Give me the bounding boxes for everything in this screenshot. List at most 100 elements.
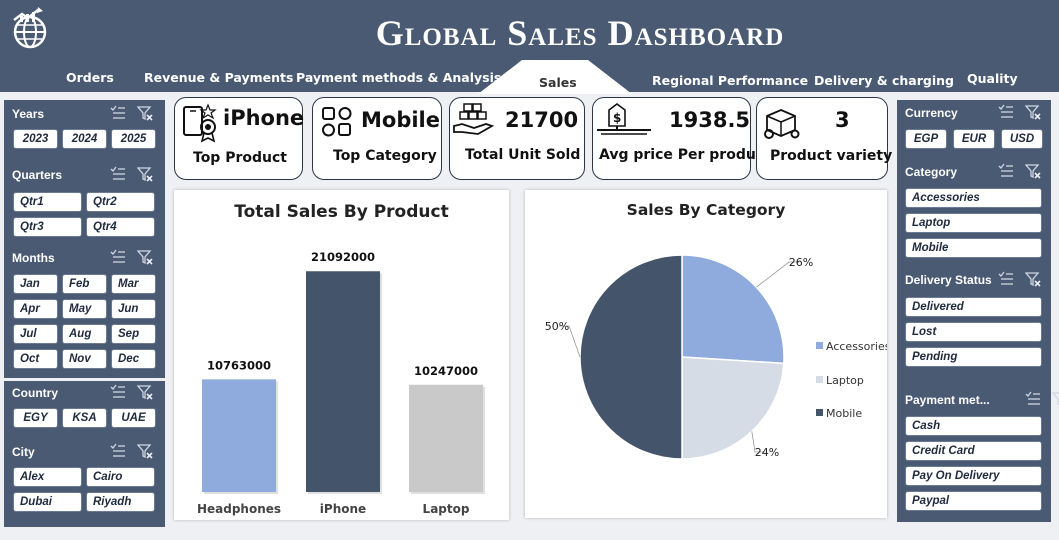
- kpi-product-variety-label: Product variety: [770, 148, 893, 164]
- tab-delivery-charging[interactable]: Delivery & charging: [814, 73, 954, 88]
- legend-label: Mobile: [826, 407, 862, 420]
- pie-slice-laptop[interactable]: [681, 356, 785, 460]
- slicer-item-city-alex[interactable]: Alex: [13, 467, 82, 487]
- slicer-item-delivery-status-delivered[interactable]: Delivered: [905, 297, 1042, 317]
- multi-select-icon[interactable]: [1025, 391, 1041, 407]
- slicer-item-years-2024[interactable]: 2024: [62, 129, 107, 149]
- pie-chart-title: Sales By Category: [626, 201, 786, 219]
- bar-laptop[interactable]: [409, 384, 483, 492]
- clear-filter-icon[interactable]: [137, 443, 153, 459]
- slicer-item-category-laptop[interactable]: Laptop: [905, 213, 1042, 233]
- svg-text:$: $: [613, 111, 621, 125]
- slicer-item-months-apr[interactable]: Apr: [13, 299, 58, 319]
- multi-select-icon[interactable]: [110, 249, 126, 265]
- header-bar: Global Sales Dashboard Orders Revenue & …: [0, 0, 1059, 94]
- kpi-product-variety: 3 Product variety: [756, 97, 892, 180]
- slicer-item-city-dubai[interactable]: Dubai: [13, 492, 82, 512]
- tab-orders[interactable]: Orders: [66, 70, 114, 85]
- clear-filter-icon[interactable]: [137, 249, 153, 265]
- multi-select-icon[interactable]: [998, 104, 1014, 120]
- multi-select-icon[interactable]: [110, 166, 126, 182]
- multi-select-icon[interactable]: [110, 105, 126, 121]
- slicer-item-quarters-qtr1[interactable]: Qtr1: [13, 192, 82, 212]
- slicer-item-category-accessories[interactable]: Accessories: [905, 188, 1042, 208]
- kpi-avg-price-label: Avg price Per product: [599, 147, 771, 163]
- slicer-item-delivery-status-lost[interactable]: Lost: [905, 322, 1042, 342]
- slicer-item-months-jul[interactable]: Jul: [13, 324, 58, 344]
- slicer-item-months-dec[interactable]: Dec: [111, 349, 156, 369]
- slicer-item-months-may[interactable]: May: [62, 299, 107, 319]
- pie-data-label: 50%: [545, 320, 569, 333]
- pie-slice-mobile[interactable]: [579, 254, 683, 460]
- slicer-item-payment-method-paypal[interactable]: Paypal: [905, 491, 1042, 511]
- tab-regional-performance[interactable]: Regional Performance: [652, 73, 809, 88]
- slicer-title-quarters: Quarters: [12, 168, 63, 182]
- slicer-item-quarters-qtr4[interactable]: Qtr4: [86, 217, 155, 237]
- price-scale-icon: $: [597, 103, 651, 135]
- slicer-title-country: Country: [12, 386, 58, 400]
- slicer-header-years: Years: [12, 105, 162, 123]
- slicer-item-payment-method-pay-on-delivery[interactable]: Pay On Delivery: [905, 466, 1042, 486]
- bar-chart: 10763000 Headphones 21092000 iPhone 10247000…: [197, 250, 485, 516]
- kpi-top-product-label: Top Product: [193, 150, 287, 166]
- slicer-item-currency-egp[interactable]: EGP: [905, 129, 947, 149]
- slicer-item-currency-eur[interactable]: EUR: [953, 129, 995, 149]
- bar-headphones[interactable]: [202, 379, 276, 492]
- active-tab-shape: [478, 60, 632, 94]
- slicer-item-months-jun[interactable]: Jun: [111, 299, 156, 319]
- slicer-item-country-egy[interactable]: EGY: [13, 408, 58, 428]
- legend-label: Accessories: [826, 340, 887, 353]
- multi-select-icon[interactable]: [110, 443, 126, 459]
- tab-bar: Orders Revenue & Payments Payment method…: [0, 64, 1059, 92]
- slicer-item-quarters-qtr2[interactable]: Qtr2: [86, 192, 155, 212]
- tab-revenue-payments[interactable]: Revenue & Payments: [144, 70, 294, 85]
- clear-filter-icon[interactable]: [1025, 271, 1041, 287]
- clear-filter-icon[interactable]: [137, 384, 153, 400]
- slicer-item-months-feb[interactable]: Feb: [62, 274, 107, 294]
- slicer-item-currency-usd[interactable]: USD: [1001, 129, 1043, 149]
- slicer-item-category-mobile[interactable]: Mobile: [905, 238, 1042, 258]
- slicer-item-delivery-status-pending[interactable]: Pending: [905, 347, 1042, 367]
- slicer-title-years: Years: [12, 107, 45, 121]
- slicer-item-months-oct[interactable]: Oct: [13, 349, 58, 369]
- slicer-header-city: City: [12, 443, 162, 461]
- bar-data-label: 21092000: [311, 250, 375, 264]
- legend-label: Laptop: [826, 374, 864, 387]
- multi-select-icon[interactable]: [998, 163, 1014, 179]
- slicer-item-city-riyadh[interactable]: Riyadh: [86, 492, 155, 512]
- tab-payment-methods[interactable]: Payment methods & Analysis: [296, 70, 502, 85]
- clear-filter-icon[interactable]: [137, 105, 153, 121]
- tab-sales[interactable]: Sales: [539, 75, 577, 90]
- pie-leader-line: [756, 261, 799, 288]
- slicer-item-payment-method-credit-card[interactable]: Credit Card: [905, 441, 1042, 461]
- slicer-item-years-2023[interactable]: 2023: [13, 129, 58, 149]
- slicer-item-years-2025[interactable]: 2025: [111, 129, 156, 149]
- slicer-item-payment-method-cash[interactable]: Cash: [905, 416, 1042, 436]
- clear-filter-icon[interactable]: [1052, 391, 1059, 407]
- multi-select-icon[interactable]: [998, 271, 1014, 287]
- bar-iphone[interactable]: [306, 271, 380, 492]
- slicer-item-country-uae[interactable]: UAE: [111, 408, 156, 428]
- slicer-item-months-sep[interactable]: Sep: [111, 324, 156, 344]
- slicer-title-payment-method: Payment met...: [905, 393, 990, 407]
- pie-leader-line: [751, 431, 765, 453]
- pie-slice-accessories[interactable]: [681, 254, 785, 365]
- slicer-header-months: Months: [12, 249, 162, 267]
- slicer-item-months-jan[interactable]: Jan: [13, 274, 58, 294]
- slicer-item-quarters-qtr3[interactable]: Qtr3: [13, 217, 82, 237]
- slicer-item-months-nov[interactable]: Nov: [62, 349, 107, 369]
- bar-category-label: Headphones: [197, 502, 281, 516]
- clear-filter-icon[interactable]: [137, 166, 153, 182]
- slicer-item-country-ksa[interactable]: KSA: [62, 408, 107, 428]
- clear-filter-icon[interactable]: [1025, 104, 1041, 120]
- award-phone-icon: [183, 103, 217, 143]
- tab-quality[interactable]: Quality: [967, 71, 1018, 86]
- slicer-item-city-cairo[interactable]: Cairo: [86, 467, 155, 487]
- slicer-header-category: Category: [905, 163, 1055, 181]
- multi-select-icon[interactable]: [110, 384, 126, 400]
- clear-filter-icon[interactable]: [1025, 163, 1041, 179]
- slicer-header-currency: Currency: [905, 104, 1055, 122]
- slicer-item-months-aug[interactable]: Aug: [62, 324, 107, 344]
- slicer-item-months-mar[interactable]: Mar: [111, 274, 156, 294]
